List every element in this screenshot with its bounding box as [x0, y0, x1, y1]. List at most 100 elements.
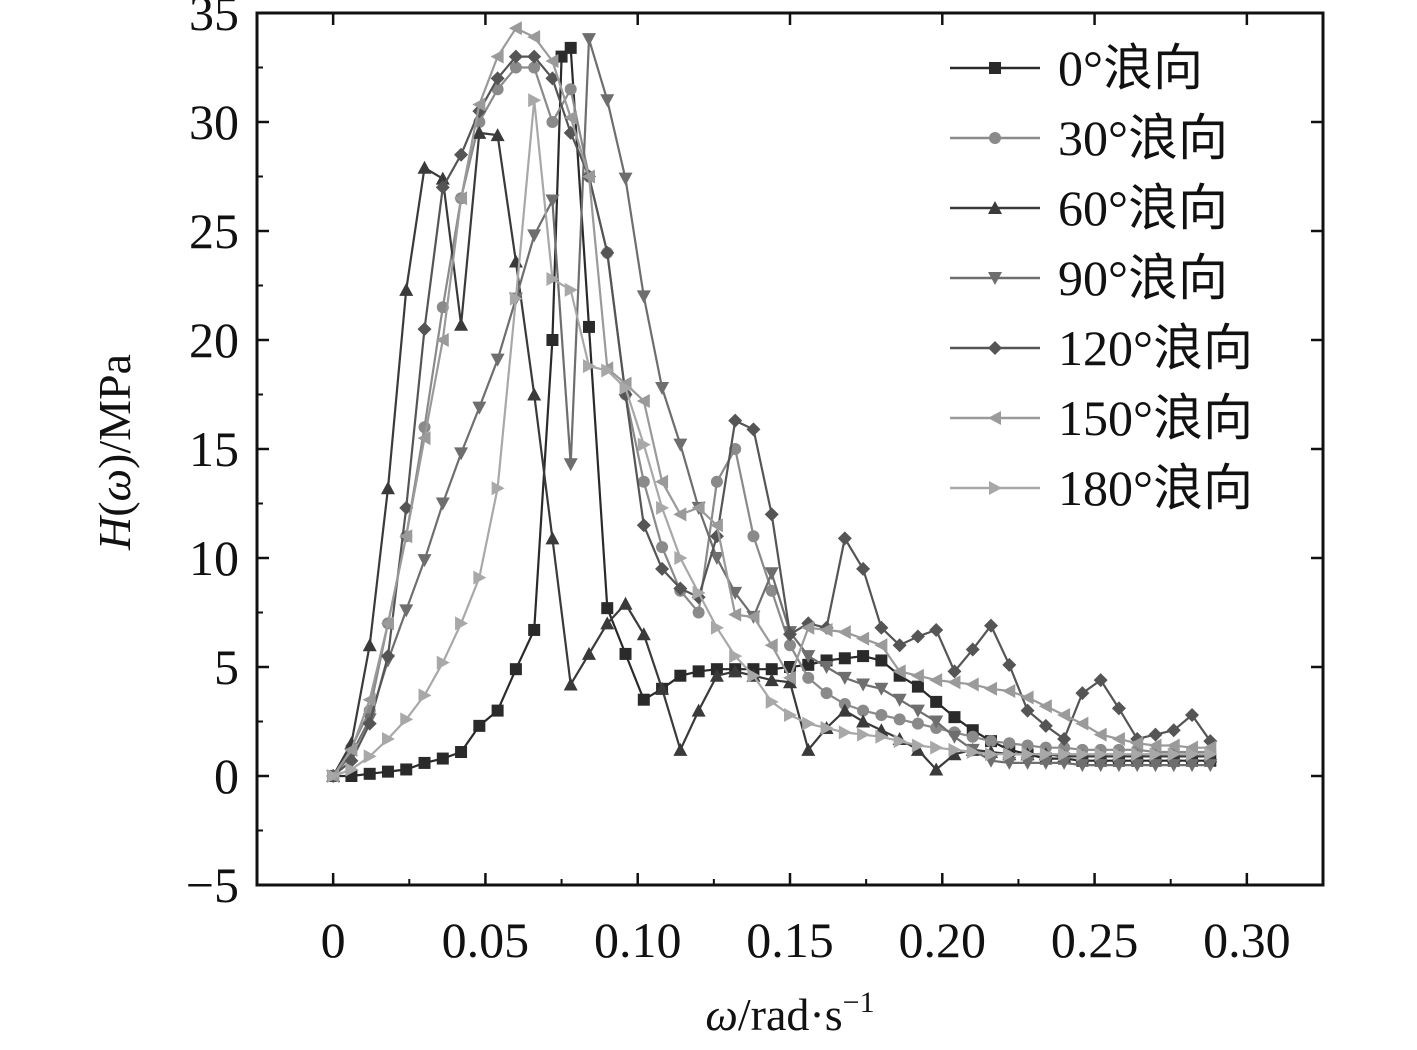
data-point — [380, 649, 395, 664]
data-point — [673, 438, 688, 452]
data-point — [893, 734, 907, 749]
data-point — [1021, 739, 1034, 752]
y-axis-title: H(ω)/MPa — [89, 354, 140, 551]
data-point — [636, 290, 651, 304]
data-point — [527, 29, 541, 44]
data-point — [527, 387, 542, 401]
data-point — [947, 730, 962, 744]
data-point — [1148, 759, 1163, 773]
data-point — [784, 639, 796, 652]
legend-label: 180°浪向 — [1058, 460, 1253, 516]
data-point — [490, 49, 504, 64]
data-point — [929, 673, 943, 688]
data-point — [988, 201, 1002, 214]
data-point — [856, 631, 870, 646]
data-point — [1002, 657, 1017, 672]
data-point — [784, 707, 797, 722]
data-point — [564, 41, 577, 54]
data-point — [509, 291, 523, 306]
data-point — [637, 475, 650, 488]
data-point — [819, 661, 834, 674]
data-point — [930, 740, 944, 755]
x-axis: 0 0.05 0.10 0.15 0.20 0.25 0.30 — [256, 13, 1324, 968]
data-point — [417, 554, 432, 568]
data-point — [875, 708, 888, 721]
data-point — [673, 507, 687, 522]
data-point — [344, 742, 358, 757]
data-point — [691, 500, 705, 515]
data-point — [581, 169, 595, 184]
data-point — [1057, 731, 1072, 746]
data-point — [1058, 747, 1072, 762]
data-point — [989, 481, 1002, 495]
data-point — [600, 245, 615, 260]
data-point — [454, 147, 469, 162]
data-point — [764, 507, 779, 522]
data-point — [563, 125, 578, 140]
data-point — [490, 71, 505, 86]
data-point — [837, 625, 851, 640]
data-point — [1111, 701, 1126, 716]
y-tick-label: 0 — [214, 748, 239, 804]
data-point — [692, 606, 705, 619]
data-point — [856, 561, 871, 576]
data-point — [1075, 759, 1090, 773]
data-point — [435, 497, 450, 511]
data-point — [910, 668, 924, 683]
data-point — [637, 437, 651, 452]
data-point — [1203, 759, 1218, 773]
data-point — [655, 561, 670, 576]
data-point — [947, 747, 962, 761]
data-point — [508, 21, 522, 36]
data-point — [1002, 683, 1016, 698]
data-point — [929, 715, 944, 729]
data-point — [838, 725, 852, 740]
data-point — [1057, 707, 1071, 722]
data-point — [837, 531, 852, 546]
data-point — [563, 677, 578, 691]
data-point — [509, 61, 522, 74]
data-point — [509, 663, 522, 676]
data-point — [965, 677, 979, 692]
data-point — [747, 668, 761, 683]
data-point — [527, 49, 542, 64]
data-point — [802, 658, 815, 671]
data-point — [1148, 738, 1162, 753]
data-point — [546, 334, 559, 346]
data-point — [692, 585, 706, 600]
data-point — [1093, 727, 1107, 742]
data-point — [380, 481, 395, 495]
data-point — [417, 431, 431, 446]
data-point — [892, 664, 906, 679]
data-point — [875, 729, 889, 744]
data-point — [454, 317, 469, 331]
data-point — [1166, 738, 1180, 753]
data-point — [673, 581, 688, 596]
data-point — [837, 703, 852, 717]
x-tick-label: 0.25 — [1051, 912, 1139, 968]
data-point — [1057, 756, 1072, 770]
data-point — [564, 282, 578, 297]
data-point — [911, 717, 924, 730]
x-tick-label: 0.05 — [442, 912, 530, 968]
data-point — [874, 620, 889, 635]
data-point — [728, 664, 743, 678]
data-point — [674, 669, 687, 682]
data-point — [508, 49, 523, 64]
data-point — [418, 688, 432, 703]
data-point — [436, 655, 450, 670]
data-point — [1038, 756, 1053, 770]
data-point — [1020, 703, 1035, 718]
data-point — [709, 668, 724, 682]
data-point — [490, 353, 505, 367]
y-tick-label: 35 — [189, 0, 239, 41]
data-point — [1166, 759, 1181, 773]
data-point — [455, 746, 468, 759]
series-group — [326, 21, 1217, 783]
y-tick-label: 15 — [189, 421, 239, 477]
data-point — [581, 33, 596, 47]
data-point — [555, 50, 568, 63]
data-point — [988, 272, 1002, 285]
data-point — [746, 609, 760, 624]
